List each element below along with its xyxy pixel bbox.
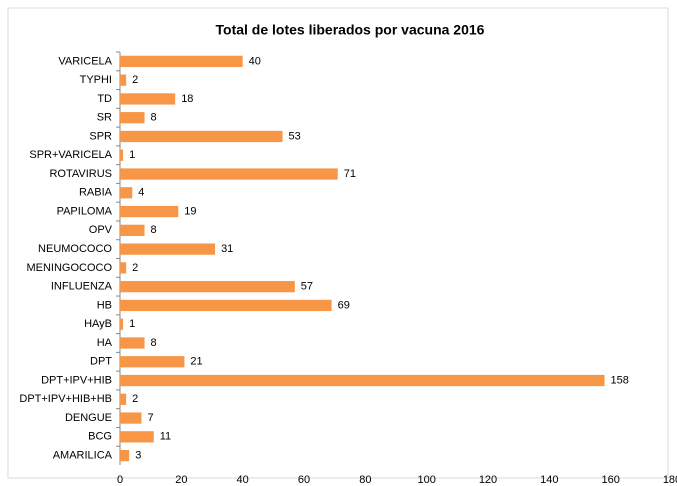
y-tick-label: TYPHI: [80, 74, 112, 86]
data-label: 8: [151, 337, 157, 349]
data-label: 2: [132, 262, 138, 274]
bar: [120, 449, 130, 462]
bar: [120, 205, 179, 218]
bar: [120, 281, 295, 293]
data-label: 71: [344, 168, 356, 180]
bar: [120, 412, 142, 424]
y-tick-label: BCG: [88, 431, 112, 443]
bar: [120, 431, 154, 443]
x-tick-label: 20: [175, 474, 187, 486]
data-label: 4: [138, 187, 144, 199]
x-tick-label: 100: [417, 474, 435, 486]
y-tick-label: AMARILICA: [53, 450, 113, 462]
x-tick-label: 40: [237, 474, 249, 486]
data-label: 18: [181, 93, 193, 105]
bar: [120, 243, 216, 255]
bar: [120, 168, 338, 180]
data-label: 1: [129, 318, 135, 330]
data-label: 3: [135, 450, 141, 462]
bar: [120, 112, 145, 124]
y-tick-label: HA: [97, 337, 113, 349]
data-label: 1: [129, 149, 135, 161]
y-tick-label: ROTAVIRUS: [49, 168, 112, 180]
y-tick-label: VARICELA: [58, 55, 112, 67]
bar: [120, 374, 605, 387]
bar: [120, 55, 243, 68]
x-tick-label: 120: [479, 474, 497, 486]
x-tick-label: 140: [540, 474, 558, 486]
data-label: 40: [249, 55, 261, 67]
data-label: 53: [289, 130, 301, 142]
data-label: 7: [147, 412, 153, 424]
bar: [120, 149, 124, 161]
y-tick-label: DPT+IPV+HIB: [41, 374, 112, 386]
bar: [120, 337, 145, 349]
data-label: 2: [132, 74, 138, 86]
data-label: 2: [132, 393, 138, 405]
data-label: 8: [151, 112, 157, 124]
y-tick-label: HB: [97, 299, 112, 311]
y-tick-label: OPV: [89, 224, 113, 236]
y-tick-label: HAyB: [84, 318, 112, 330]
bar: [120, 393, 127, 405]
bar: [120, 356, 185, 368]
data-label: 19: [184, 205, 196, 217]
chart-border: [7, 7, 669, 479]
bar: [120, 187, 133, 199]
y-tick-label: MENINGOCOCO: [26, 262, 112, 274]
y-tick-label: TD: [97, 93, 112, 105]
data-label: 69: [338, 299, 350, 311]
data-label: 11: [160, 431, 171, 443]
x-tick-label: 180: [663, 474, 677, 486]
bar: [120, 74, 127, 86]
y-tick-label: NEUMOCOCO: [38, 243, 112, 255]
bar: [120, 130, 283, 143]
y-tick-label: DENGUE: [65, 412, 112, 424]
y-tick-label: SPR: [89, 130, 112, 142]
x-tick-label: 60: [298, 474, 310, 486]
y-tick-label: SR: [97, 112, 112, 124]
data-label: 158: [611, 374, 629, 386]
x-tick-label: 0: [117, 474, 123, 486]
y-tick-label: SPR+VARICELA: [29, 149, 112, 161]
y-tick-label: DPT+IPV+HIB+HB: [19, 393, 112, 405]
bar: [120, 262, 127, 274]
data-label: 21: [190, 356, 202, 368]
bar: [120, 93, 176, 105]
y-tick-label: PAPILOMA: [57, 205, 113, 217]
y-tick-label: RABIA: [79, 187, 113, 199]
x-tick-label: 80: [359, 474, 371, 486]
data-label: 57: [301, 281, 313, 293]
y-tick-label: DPT: [90, 356, 112, 368]
data-label: 31: [221, 243, 233, 255]
x-tick-label: 160: [601, 474, 619, 486]
data-label: 8: [151, 224, 157, 236]
y-tick-label: INFLUENZA: [51, 281, 113, 293]
bar: [120, 224, 145, 236]
chart-title: Total de lotes liberados por vacuna 2016: [216, 22, 485, 38]
bar: [120, 299, 332, 312]
bar: [120, 318, 124, 330]
